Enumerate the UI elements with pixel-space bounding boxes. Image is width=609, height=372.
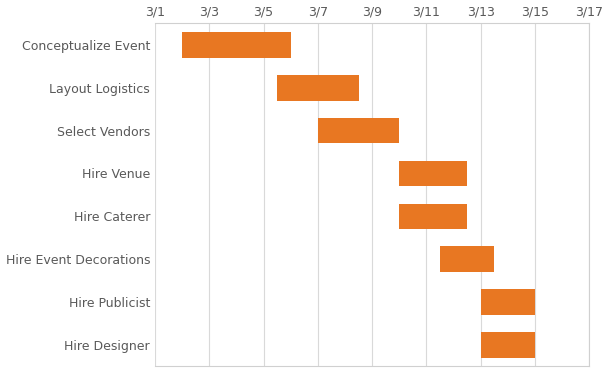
Bar (318, 118, 400, 144)
Bar (277, 75, 359, 100)
Bar (481, 289, 535, 315)
Bar (400, 203, 467, 229)
Bar (400, 161, 467, 186)
Bar (481, 332, 535, 358)
Bar (182, 32, 290, 58)
Bar (440, 246, 495, 272)
